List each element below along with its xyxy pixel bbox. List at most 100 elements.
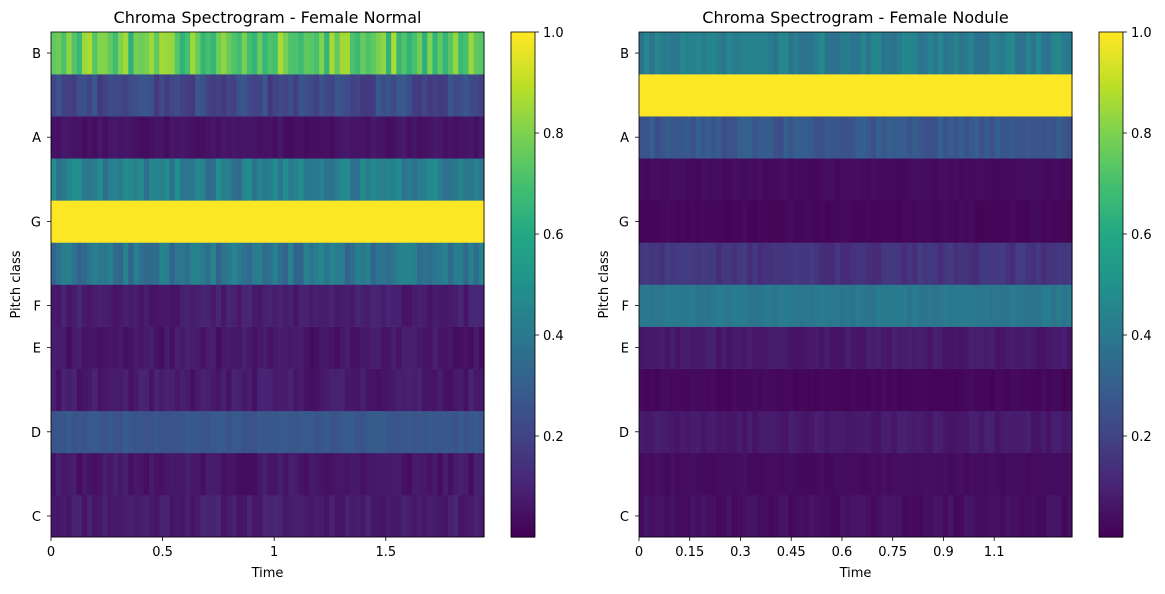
- heatmap-cell-b: [963, 32, 970, 75]
- heatmap-cell-b: [968, 32, 975, 75]
- heatmap-cell-e: [716, 326, 723, 369]
- colorbar-segment: [511, 141, 535, 147]
- heatmap-cell-fsharp: [860, 242, 867, 285]
- heatmap-cell-c: [824, 494, 831, 538]
- heatmap-cell-asharp: [855, 74, 862, 117]
- heatmap-cell-dsharp: [118, 368, 124, 412]
- heatmap-cell-g: [958, 200, 965, 243]
- heatmap-cell-b: [303, 32, 310, 75]
- heatmap-cell-b: [706, 32, 712, 75]
- heatmap-cell-fsharp: [164, 242, 171, 285]
- heatmap-cell-f: [344, 284, 351, 327]
- colorbar-segment: [511, 234, 535, 239]
- heatmap-cell-fsharp: [133, 242, 140, 285]
- heatmap-cell-asharp: [932, 74, 939, 117]
- heatmap-cell-b: [380, 32, 387, 75]
- heatmap-cell-fsharp: [282, 242, 289, 285]
- heatmap-cell-dsharp: [680, 368, 686, 412]
- heatmap-cell-f: [1061, 284, 1068, 327]
- heatmap-cell-gsharp: [401, 158, 408, 201]
- heatmap-cell-g: [855, 200, 862, 243]
- heatmap-cell-d: [411, 410, 418, 454]
- heatmap-cell-csharp: [102, 452, 109, 496]
- heatmap-cell-csharp: [1051, 452, 1058, 496]
- heatmap-cell-dsharp: [757, 368, 764, 412]
- heatmap-cell-d: [164, 410, 171, 454]
- heatmap-cell-asharp: [1056, 74, 1063, 117]
- heatmap-cell-dsharp: [886, 368, 893, 412]
- heatmap-cell-d: [943, 410, 949, 454]
- heatmap-cell-a: [76, 116, 83, 159]
- heatmap-cell-a: [675, 116, 681, 159]
- heatmap-cell-g: [107, 200, 114, 243]
- heatmap-cell-c: [963, 494, 970, 538]
- colorbar-segment: [511, 423, 535, 429]
- heatmap-cell-e: [968, 326, 975, 369]
- heatmap-cell-a: [659, 116, 666, 159]
- heatmap-cell-dsharp: [850, 368, 857, 412]
- heatmap-cell-gsharp: [788, 158, 795, 201]
- colorbar-segment: [1099, 532, 1123, 538]
- heatmap-cell-gsharp: [974, 158, 980, 201]
- heatmap-cell-b: [1025, 32, 1032, 75]
- heatmap-cell-fsharp: [649, 242, 656, 285]
- heatmap-cell-e: [349, 326, 356, 369]
- heatmap-cell-fsharp: [767, 242, 774, 285]
- heatmap-cell-e: [107, 326, 114, 369]
- heatmap-cell-g: [711, 200, 717, 243]
- heatmap-cell-fsharp: [380, 242, 387, 285]
- heatmap-cell-g: [174, 200, 181, 243]
- heatmap-cell-asharp: [742, 74, 748, 117]
- heatmap-cell-asharp: [639, 74, 645, 117]
- heatmap-cell-b: [277, 32, 284, 75]
- heatmap-cell-f: [164, 284, 171, 327]
- heatmap-cell-g: [922, 200, 929, 243]
- heatmap-cell-asharp: [56, 74, 62, 117]
- heatmap-cell-g: [231, 200, 238, 243]
- heatmap-cell-b: [231, 32, 238, 75]
- heatmap-cell-fsharp: [252, 242, 258, 285]
- heatmap-cell-g: [319, 200, 325, 243]
- heatmap-cell-e: [169, 326, 176, 369]
- colorbar-segment: [511, 53, 535, 58]
- heatmap-cell-b: [416, 32, 423, 75]
- heatmap-cell-gsharp: [1015, 158, 1022, 201]
- heatmap-cell-dsharp: [272, 368, 279, 412]
- heatmap-cell-asharp: [102, 74, 109, 117]
- heatmap-cell-d: [994, 410, 1001, 454]
- heatmap-cell-b: [721, 32, 728, 75]
- heatmap-cell-b: [97, 32, 104, 75]
- heatmap-cell-f: [659, 284, 666, 327]
- heatmap-cell-f: [221, 284, 227, 327]
- heatmap-cell-g: [644, 200, 650, 243]
- heatmap-cell-g: [1020, 200, 1027, 243]
- heatmap-cell-a: [179, 116, 186, 159]
- heatmap-cell-csharp: [783, 452, 790, 496]
- heatmap-cell-c: [246, 494, 253, 538]
- heatmap-cell-asharp: [783, 74, 790, 117]
- heatmap-cell-b: [349, 32, 356, 75]
- heatmap-cell-a: [143, 116, 150, 159]
- colorbar-segment: [511, 406, 535, 412]
- heatmap-cell-gsharp: [236, 158, 243, 201]
- heatmap-cell-e: [458, 326, 464, 369]
- heatmap-cell-g: [1061, 200, 1068, 243]
- heatmap-cell-dsharp: [195, 368, 202, 412]
- heatmap-cell-e: [370, 326, 377, 369]
- colorbar-segment: [1099, 238, 1123, 244]
- heatmap-cell-gsharp: [778, 158, 784, 201]
- heatmap-cell-e: [912, 326, 918, 369]
- heatmap-cell-dsharp: [829, 368, 836, 412]
- heatmap-cell-a: [406, 116, 413, 159]
- heatmap-cell-gsharp: [252, 158, 258, 201]
- heatmap-cell-e: [834, 326, 841, 369]
- heatmap-cell-f: [458, 284, 464, 327]
- heatmap-cell-a: [334, 116, 341, 159]
- heatmap-cell-gsharp: [107, 158, 114, 201]
- heatmap-cell-e: [840, 326, 846, 369]
- heatmap-cell-d: [644, 410, 650, 454]
- heatmap-cell-e: [654, 326, 661, 369]
- heatmap-cell-d: [463, 410, 470, 454]
- heatmap-cell-asharp: [762, 74, 769, 117]
- heatmap-cell-g: [422, 200, 428, 243]
